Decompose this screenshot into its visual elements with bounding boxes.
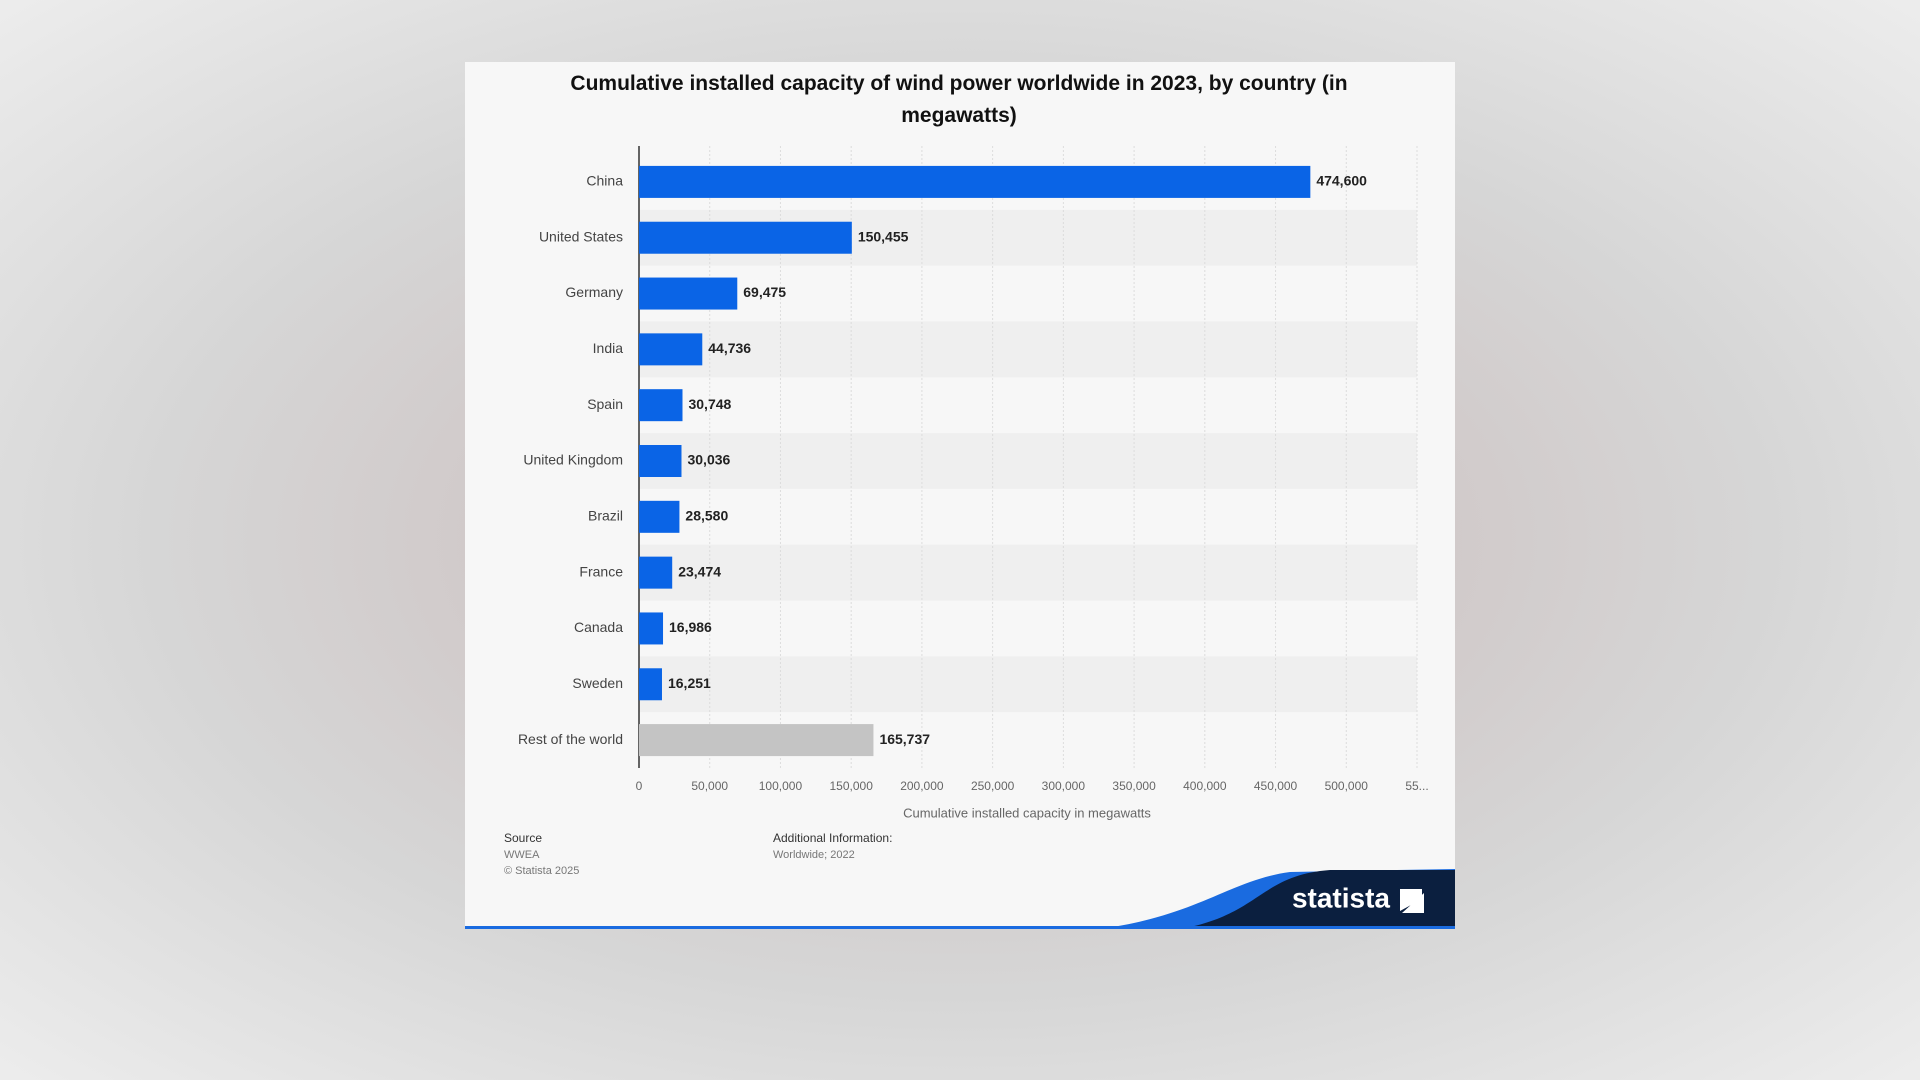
value-label: 30,036 [687,452,730,468]
x-tick-label: 0 [636,779,643,793]
y-tick-label: Rest of the world [518,731,623,747]
additional-info-label: Additional Information: [773,831,892,845]
bar [639,724,874,757]
y-tick-label: China [586,173,623,189]
chart-title: Cumulative installed capacity of wind po… [570,72,1347,127]
brand-logo: statista [1292,882,1390,913]
y-tick-label: India [593,340,624,356]
bar [639,389,683,422]
card [465,62,1455,929]
bar [639,612,664,645]
bar [639,221,852,254]
row-stripe [639,321,1417,378]
bar [639,556,673,589]
title-line: Cumulative installed capacity of wind po… [570,72,1347,95]
bar [639,277,738,310]
additional-info: Worldwide; 2022 [773,849,855,861]
bar [639,500,680,533]
value-label: 150,455 [858,228,909,244]
x-tick-label: 400,000 [1183,779,1227,793]
value-label: 23,474 [678,563,721,579]
value-label: 69,475 [743,284,786,300]
y-tick-label: United Kingdom [523,452,623,468]
x-axis-label: Cumulative installed capacity in megawat… [903,805,1151,820]
value-label: 165,737 [879,731,930,747]
x-tick-label: 150,000 [829,779,873,793]
value-label: 28,580 [685,508,728,524]
card-bottom-line [465,926,1455,929]
x-tick-label: 100,000 [759,779,803,793]
brand-band [1180,870,1455,929]
x-tick-label: 350,000 [1112,779,1156,793]
x-tick-label: 300,000 [1042,779,1086,793]
y-tick-label: Sweden [572,675,623,691]
bar [639,333,703,366]
y-tick-label: United States [539,228,623,244]
x-tick-label: 500,000 [1325,779,1369,793]
y-tick-label: France [579,563,623,579]
x-tick-label: 450,000 [1254,779,1298,793]
row-stripe [639,656,1417,713]
plot: 0 50,000 100,000 150,000 200,000 250,000 300,0… [518,146,1429,793]
row-stripe [639,433,1417,489]
x-tick-label: 50,000 [691,779,728,793]
source-label: Source [504,831,542,845]
row-stripe [639,544,1417,601]
y-tick-label: Spain [587,396,623,412]
value-label: 474,600 [1316,173,1367,189]
y-tick-label: Brazil [588,508,623,524]
source: WWEA [504,849,540,861]
value-label: 30,748 [688,396,731,412]
title-line: megawatts) [901,104,1017,127]
x-tick-label: 250,000 [971,779,1015,793]
bar [639,668,662,701]
x-tick-label: 55... [1405,779,1428,793]
bar [639,165,1311,198]
value-label: 16,251 [668,675,711,691]
x-tick-label: 200,000 [900,779,944,793]
value-label: 44,736 [708,340,751,356]
y-tick-label: Germany [565,284,623,300]
bar [639,445,682,477]
copyright: © Statista 2025 [504,865,579,877]
brand-icon [1400,889,1424,913]
y-tick-label: Canada [574,619,623,635]
value-label: 16,986 [669,619,712,635]
